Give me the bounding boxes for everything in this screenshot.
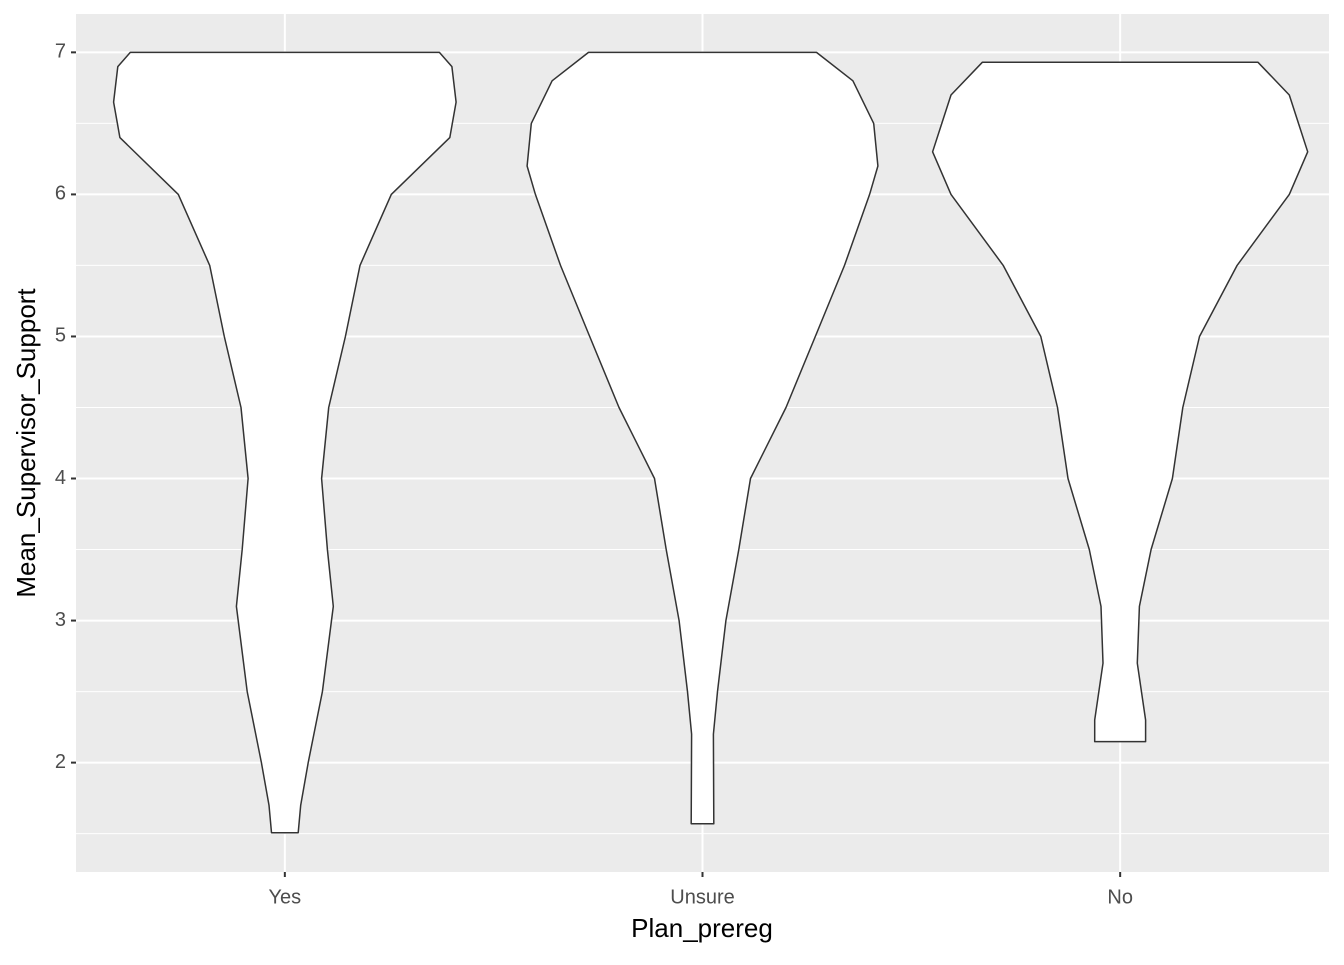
y-tick-label: 6 — [55, 183, 66, 205]
violin — [112, 51, 457, 834]
y-tick-label: 2 — [55, 751, 66, 773]
x-tick-label: Yes — [269, 886, 302, 908]
y-axis-title: Mean_Supervisor_Support — [11, 288, 41, 598]
x-tick-label: No — [1107, 886, 1133, 908]
x-axis-title: Plan_prereg — [631, 913, 773, 943]
y-tick-label: 3 — [55, 609, 66, 631]
x-tick-label: Unsure — [670, 886, 734, 908]
violin — [526, 51, 879, 825]
y-tick-label: 7 — [55, 41, 66, 63]
y-tick-label: 4 — [55, 467, 66, 489]
y-tick-label: 5 — [55, 325, 66, 347]
violin — [931, 61, 1309, 743]
violins — [112, 51, 1309, 834]
